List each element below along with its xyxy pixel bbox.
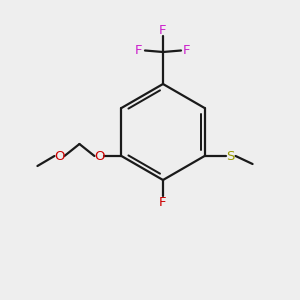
Text: O: O xyxy=(54,149,65,163)
Text: S: S xyxy=(226,149,235,163)
Text: O: O xyxy=(94,149,105,163)
Text: F: F xyxy=(135,44,143,56)
Text: F: F xyxy=(159,196,167,208)
Text: F: F xyxy=(183,44,191,56)
Text: F: F xyxy=(159,23,167,37)
